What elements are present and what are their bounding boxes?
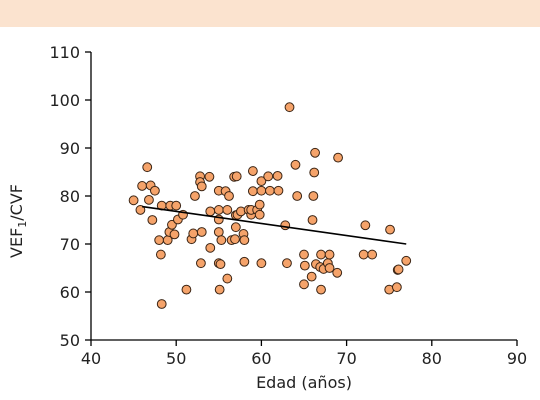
data-point xyxy=(196,258,206,269)
data-point xyxy=(316,249,326,260)
data-point xyxy=(299,279,309,290)
data-points xyxy=(128,102,412,309)
data-point xyxy=(256,185,267,196)
data-point xyxy=(367,249,378,260)
data-point xyxy=(147,215,158,225)
data-point xyxy=(214,284,225,295)
data-point xyxy=(247,166,258,176)
data-point xyxy=(188,228,199,239)
y-tick-label: 110 xyxy=(49,43,80,62)
data-point xyxy=(135,205,146,215)
data-point xyxy=(254,209,265,220)
data-point xyxy=(222,205,233,215)
y-tick-label: 70 xyxy=(60,235,80,254)
y-tick-label: 90 xyxy=(60,139,80,158)
header-band xyxy=(0,0,540,27)
data-point xyxy=(137,181,148,191)
data-point xyxy=(254,199,265,210)
data-point xyxy=(256,176,267,187)
x-tick-label: 80 xyxy=(422,349,442,368)
data-point xyxy=(280,220,291,231)
data-point xyxy=(332,267,343,278)
data-point xyxy=(290,159,301,170)
data-point xyxy=(205,242,216,253)
data-point xyxy=(284,102,295,113)
data-point xyxy=(263,171,274,182)
data-point xyxy=(239,256,250,267)
x-axis-title: Edad (años) xyxy=(256,373,352,392)
data-point xyxy=(333,152,343,163)
data-point xyxy=(150,185,160,196)
x-tick-label: 50 xyxy=(166,349,186,368)
data-point xyxy=(190,191,200,201)
y-axis-title-main: VEF xyxy=(7,228,26,258)
data-point xyxy=(196,227,207,237)
y-axis-title-subscript: 1 xyxy=(16,221,29,228)
data-point xyxy=(324,249,335,260)
data-point xyxy=(272,170,283,181)
y-axis-title: VEF1/CVF xyxy=(7,184,29,258)
data-point xyxy=(324,263,335,273)
data-point xyxy=(385,224,395,235)
data-point xyxy=(144,194,154,205)
x-tick-label: 60 xyxy=(251,349,271,368)
data-point xyxy=(169,229,180,240)
data-point xyxy=(265,185,275,196)
data-point xyxy=(204,171,215,182)
data-point xyxy=(224,191,234,201)
data-point xyxy=(155,249,166,260)
data-point xyxy=(358,249,369,260)
y-ticks: 50 60 70 80 90 100 110 xyxy=(49,43,91,350)
data-point xyxy=(239,235,250,246)
x-ticks: 40 50 60 70 80 90 xyxy=(81,340,527,368)
data-point xyxy=(171,200,182,211)
data-point xyxy=(307,215,318,225)
data-point xyxy=(306,271,317,282)
y-tick-label: 60 xyxy=(60,283,80,302)
axes xyxy=(90,52,517,341)
y-tick-label: 50 xyxy=(60,331,80,350)
data-point xyxy=(154,235,165,246)
data-point xyxy=(230,222,241,233)
data-point xyxy=(273,185,284,196)
data-point xyxy=(292,191,303,201)
data-point xyxy=(142,162,153,173)
data-point xyxy=(247,186,258,197)
data-point xyxy=(213,205,224,215)
data-point xyxy=(205,206,216,217)
data-point xyxy=(216,235,227,246)
trend-line xyxy=(142,205,407,245)
data-point xyxy=(299,260,310,271)
data-point xyxy=(256,258,267,269)
x-tick-label: 90 xyxy=(507,349,527,368)
y-axis-title-rest: /CVF xyxy=(7,184,26,221)
y-tick-label: 80 xyxy=(60,187,80,206)
data-point xyxy=(310,147,320,158)
data-point xyxy=(230,234,240,245)
data-point xyxy=(196,181,207,192)
y-tick-label: 100 xyxy=(49,91,80,110)
data-point xyxy=(231,171,242,182)
data-point xyxy=(393,264,404,275)
data-point xyxy=(282,258,292,269)
data-point xyxy=(309,167,320,178)
x-tick-label: 40 xyxy=(81,349,101,368)
x-tick-label: 70 xyxy=(336,349,356,368)
data-point xyxy=(316,284,326,295)
data-point xyxy=(391,282,402,293)
data-point xyxy=(156,299,167,309)
data-point xyxy=(299,249,309,260)
data-point xyxy=(213,227,224,237)
data-point xyxy=(222,273,233,284)
data-point xyxy=(308,191,319,201)
data-point xyxy=(181,284,192,295)
data-point xyxy=(360,220,371,231)
data-point xyxy=(401,255,412,266)
data-point xyxy=(128,195,139,206)
data-point xyxy=(215,259,226,270)
